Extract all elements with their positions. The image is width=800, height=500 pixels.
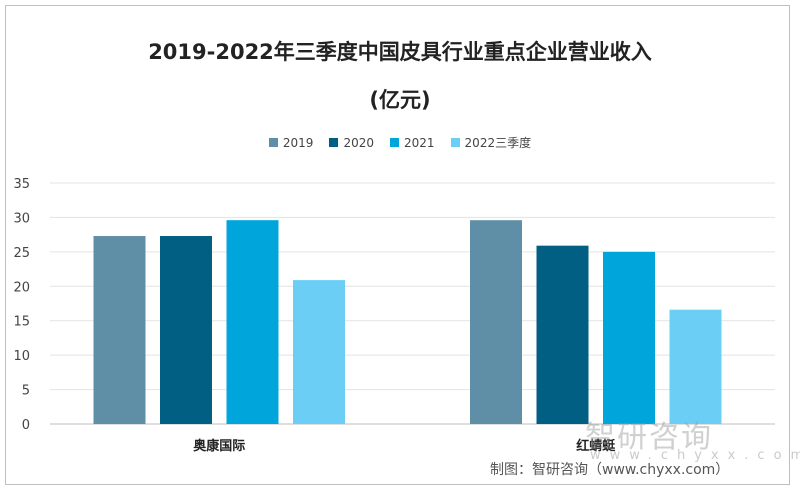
legend-label: 2019 (282, 135, 314, 150)
legend: 2019 2020 2021 2022三季度 (0, 134, 800, 151)
chart-subtitle: (亿元) (369, 88, 431, 112)
legend-swatch (329, 138, 339, 147)
legend-label: 2022三季度 (464, 136, 532, 150)
legend-item: 2021 (390, 134, 435, 151)
legend-label: 2021 (404, 135, 435, 150)
bar-2019-奥康国际 (93, 236, 146, 424)
legend-swatch (390, 138, 399, 147)
watermark-brand: 智研咨询 (585, 420, 713, 455)
x-category-label: 红蜻蜓 (576, 438, 616, 454)
y-tick-label: 35 (13, 177, 30, 192)
bar-2021-奥康国际 (226, 220, 279, 424)
chart-title: 2019-2022年三季度中国皮具行业重点企业营业收入 (148, 40, 652, 64)
y-tick-label: 5 (22, 384, 30, 399)
legend-swatch (268, 138, 278, 147)
bar-2020-奥康国际 (160, 236, 212, 424)
y-tick-label: 25 (13, 246, 30, 261)
y-tick-label: 30 (13, 211, 30, 226)
legend-label: 2020 (343, 135, 374, 150)
source-note: 制图：智研咨询（www.chyxx.com） (490, 462, 730, 478)
watermark-url: www.chyxx.com (590, 448, 800, 463)
legend-swatch (450, 138, 460, 147)
legend-item: 2020 (329, 134, 374, 151)
bar-2022三季度-奥康国际 (293, 280, 345, 424)
chart-frame (5, 5, 790, 485)
bar-2021-红蜻蜓 (603, 251, 655, 424)
bar-2022三季度-红蜻蜓 (669, 309, 722, 424)
bar-2019-红蜻蜓 (470, 220, 522, 424)
bar-2020-红蜻蜓 (536, 245, 589, 424)
legend-item: 2022三季度 (450, 134, 532, 151)
legend-item: 2019 (268, 134, 314, 151)
y-tick-label: 15 (13, 315, 30, 330)
y-tick-label: 10 (13, 349, 30, 364)
x-category-label: 奥康国际 (193, 438, 245, 454)
y-tick-label: 0 (22, 418, 30, 433)
y-tick-label: 20 (13, 280, 30, 295)
